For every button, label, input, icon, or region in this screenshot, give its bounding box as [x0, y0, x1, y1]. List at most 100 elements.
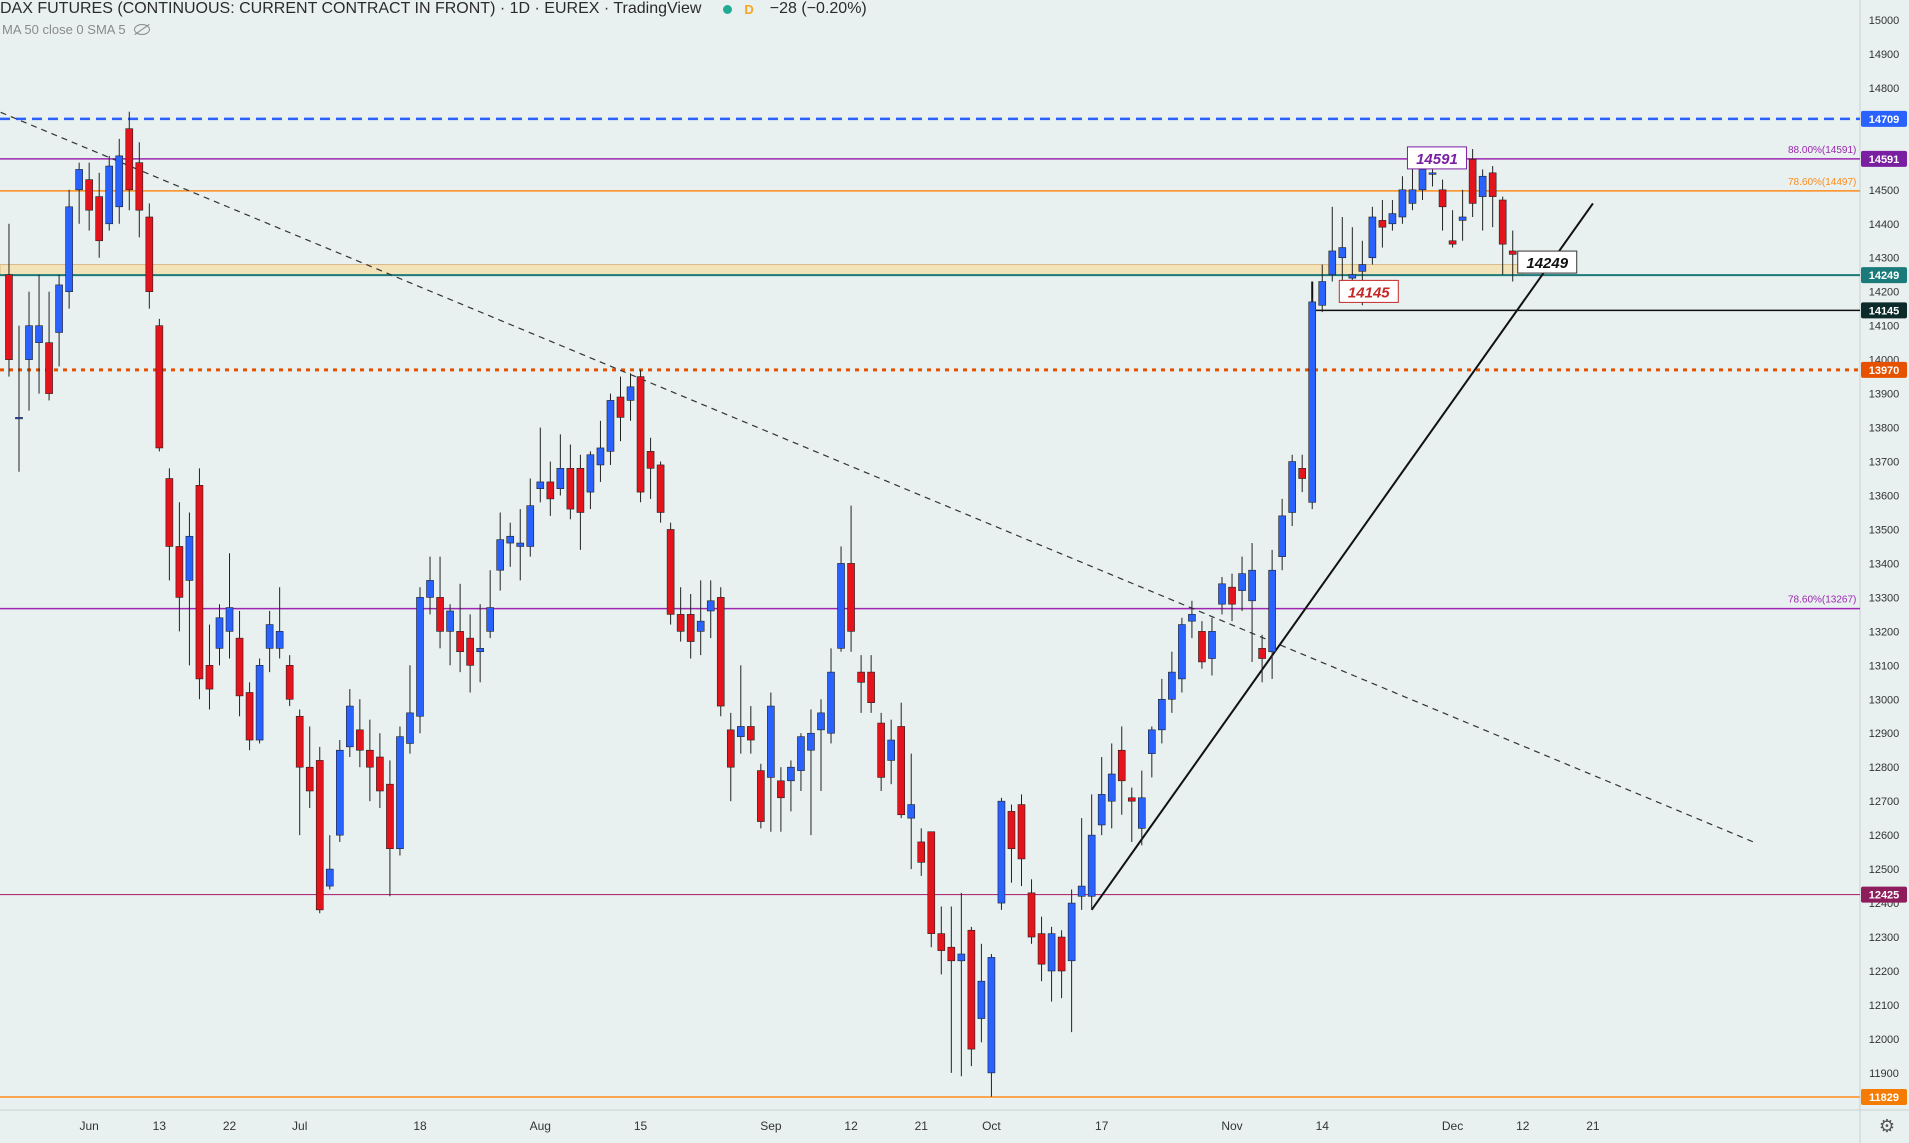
candle-body — [1168, 671, 1176, 700]
fib-label-14497: 78.60%(14497) — [1788, 177, 1856, 188]
label-14591: 14591 — [1416, 151, 1458, 168]
market-status-icon — [723, 4, 733, 14]
candle-body — [947, 946, 956, 962]
candle-body — [656, 464, 665, 513]
y-tick-label: 13600 — [1869, 490, 1900, 502]
candle-body — [165, 478, 174, 547]
candle-body — [696, 620, 705, 632]
candle-body — [526, 505, 535, 547]
y-tick-label: 13500 — [1869, 524, 1900, 536]
candle-body — [386, 783, 394, 850]
x-tick-label: Dec — [1442, 1119, 1463, 1133]
candle-body — [897, 726, 905, 816]
settings-gear-icon[interactable]: ⚙ — [1878, 1116, 1895, 1136]
candle-body — [927, 831, 936, 934]
candle-body — [1218, 583, 1226, 605]
price-tag-14249 — [1861, 267, 1907, 284]
candle-body — [205, 665, 214, 690]
candle-body — [55, 284, 63, 333]
candle-body — [536, 481, 545, 490]
candle-body — [546, 481, 555, 500]
candle-body — [245, 692, 254, 741]
y-tick-label: 14900 — [1869, 49, 1900, 61]
y-tick-label: 13100 — [1869, 660, 1900, 672]
candle-body — [566, 468, 575, 510]
y-tick-label: 14500 — [1869, 185, 1900, 197]
candle-body — [646, 451, 655, 469]
candle-body — [155, 325, 164, 449]
y-tick-label: 11900 — [1869, 1068, 1899, 1080]
candle-body — [1238, 573, 1246, 591]
label-14249-box — [1517, 250, 1578, 274]
x-tick-label: 15 — [634, 1119, 648, 1133]
candle-body — [997, 800, 1006, 904]
candle-body — [887, 739, 895, 761]
candle-body — [1318, 281, 1327, 306]
y-tick-label: 12600 — [1869, 830, 1900, 842]
candle-body — [576, 468, 585, 513]
candle-body — [466, 637, 474, 666]
candle-body — [1478, 175, 1487, 197]
indicator-legend[interactable]: MA 50 close 0 SMA 5 — [2, 22, 150, 37]
y-tick-label: 13800 — [1869, 423, 1900, 435]
candle-body — [1498, 199, 1507, 245]
candle-body — [837, 563, 845, 649]
candle-body — [797, 736, 805, 771]
candle-body — [15, 417, 23, 420]
candle-body — [1037, 933, 1046, 965]
hidden-eye-icon[interactable] — [133, 24, 150, 35]
y-tick-label: 13900 — [1869, 389, 1900, 401]
candle-body — [315, 760, 324, 911]
y-tick-label: 13300 — [1869, 592, 1900, 604]
price-tag-label: 14709 — [1869, 114, 1900, 126]
candle-body — [85, 179, 93, 211]
fib-label-13267: 78.60%(13267) — [1788, 595, 1856, 606]
candle-body — [1007, 811, 1016, 850]
candle-body — [496, 539, 504, 571]
trendline-1 — [1090, 202, 1594, 911]
price-change: −28 (−0.20%) — [769, 0, 867, 17]
candle-body — [1408, 189, 1417, 204]
candle-body — [476, 648, 484, 653]
symbol-title[interactable]: DAX FUTURES (CONTINUOUS: CURRENT CONTRAC… — [0, 0, 702, 17]
candle-body — [987, 957, 996, 1074]
candle-body — [1288, 461, 1296, 513]
y-tick-label: 12900 — [1869, 728, 1900, 740]
candle-body — [265, 624, 274, 649]
candle-body — [1137, 797, 1146, 829]
candle-body — [1458, 216, 1467, 221]
price-tag-label: 12425 — [1869, 890, 1900, 902]
candle-body — [115, 155, 124, 208]
candle-body — [416, 597, 424, 717]
y-tick-label: 14200 — [1869, 287, 1900, 299]
candle-body — [1268, 569, 1276, 653]
y-tick-label: 12800 — [1869, 762, 1900, 774]
candle-body — [396, 736, 404, 850]
y-tick-label: 12100 — [1869, 1000, 1900, 1012]
candle-body — [1338, 247, 1347, 259]
candle-body — [1017, 804, 1026, 860]
candle-body — [446, 610, 454, 632]
candle-body — [666, 529, 675, 615]
candle-body — [716, 597, 725, 707]
price-tag-14591 — [1861, 150, 1907, 167]
candle-body — [1087, 834, 1096, 897]
plot-area — [0, 0, 1860, 1110]
candle-body — [736, 726, 745, 737]
candle-body — [1258, 648, 1266, 659]
candle-body — [95, 196, 103, 242]
candle-body — [1188, 614, 1196, 622]
candle-body — [1368, 216, 1377, 259]
price-tag-12425 — [1861, 886, 1907, 903]
candle-body — [1398, 189, 1407, 218]
support-zone-band — [0, 264, 1524, 276]
candle-body — [747, 726, 755, 741]
y-tick-label: 14800 — [1869, 83, 1900, 95]
label-14145: 14145 — [1348, 284, 1390, 301]
candle-body — [767, 705, 775, 778]
x-tick-label: 14 — [1316, 1119, 1330, 1133]
indicator-label[interactable]: MA 50 close 0 SMA 5 — [2, 22, 126, 37]
candle-body — [1488, 172, 1497, 197]
candle-body — [295, 715, 304, 768]
